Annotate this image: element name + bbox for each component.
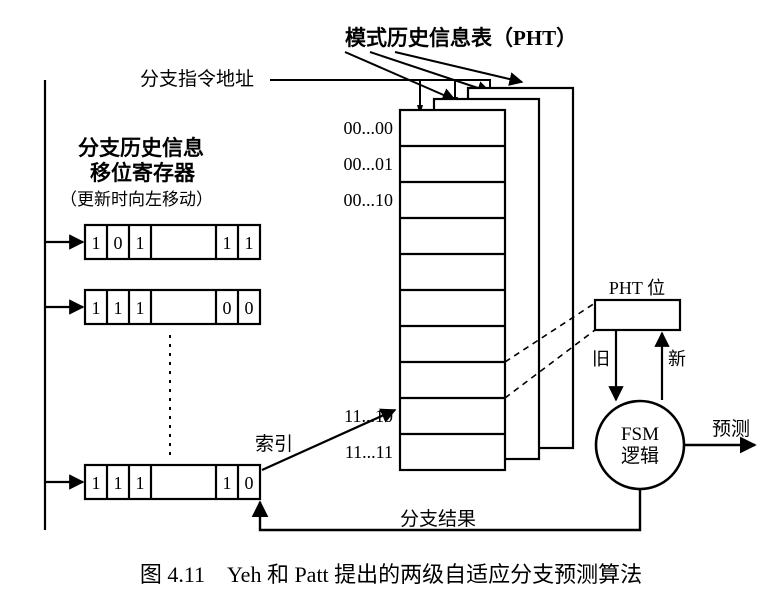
old-label: 旧 [592,349,610,369]
svg-text:00...10: 00...10 [344,190,394,210]
pht-stack [400,88,573,470]
index-label: 索引 [255,433,293,455]
svg-text:FSM: FSM [621,424,659,445]
svg-text:1: 1 [223,473,232,493]
bhr-title-2: 移位寄存器 [90,161,196,185]
pht-bit-box: PHT 位 [595,278,680,330]
result-label: 分支结果 [400,508,476,530]
svg-text:0: 0 [245,298,254,318]
svg-text:11...11: 11...11 [345,442,393,462]
svg-text:1: 1 [92,473,101,493]
register-bits: 1 0 1 1 1 1 1 1 0 0 1 1 1 1 0 [92,233,254,493]
pht-row-labels: 00...00 00...01 00...10 11...10 11...11 [344,118,394,462]
svg-text:0: 0 [245,473,254,493]
fsm-node: FSM 逻辑 [596,401,684,489]
predict-label: 预测 [712,418,750,440]
shift-registers [85,225,260,499]
svg-text:1: 1 [223,233,232,253]
branch-addr-label: 分支指令地址 [140,68,254,90]
figure-caption: 图 4.11 Yeh 和 Patt 提出的两级自适应分支预测算法 [140,562,642,587]
svg-text:0: 0 [114,233,123,253]
svg-text:1: 1 [136,233,145,253]
svg-text:1: 1 [136,473,145,493]
svg-text:1: 1 [92,233,101,253]
svg-text:00...01: 00...01 [344,154,394,174]
svg-text:1: 1 [92,298,101,318]
diagram-root: 模式历史信息表（PHT） 分支指令地址 [0,0,782,607]
pht-title: 模式历史信息表（PHT） [345,26,577,50]
pht-fsm-links [616,330,662,400]
svg-text:00...00: 00...00 [344,118,394,138]
svg-text:0: 0 [223,298,232,318]
new-label: 新 [668,349,686,369]
svg-text:PHT 位: PHT 位 [609,278,665,298]
bhr-title-1: 分支历史信息 [78,136,204,160]
bhr-note: （更新时向左移动） [60,190,213,209]
svg-text:1: 1 [136,298,145,318]
svg-text:1: 1 [114,473,123,493]
svg-text:1: 1 [114,298,123,318]
svg-text:1: 1 [245,233,254,253]
svg-text:逻辑: 逻辑 [621,445,659,467]
